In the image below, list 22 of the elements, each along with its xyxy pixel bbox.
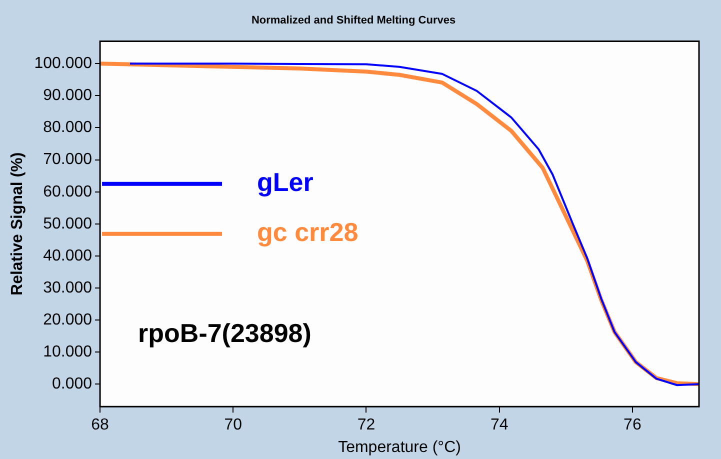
y-tick-label: 0.000 <box>52 376 92 393</box>
x-tick-label: 70 <box>224 416 242 434</box>
x-tick-label: 76 <box>624 416 642 434</box>
y-tick-label: 60.000 <box>43 183 92 200</box>
y-tick-label: 80.000 <box>43 119 92 136</box>
legend-label: gLer <box>257 167 314 198</box>
x-tick-label: 68 <box>91 416 110 434</box>
annotation: rpoB-7(23898) <box>138 318 312 348</box>
x-tick-label: 72 <box>357 416 376 434</box>
y-tick-label: 20.000 <box>43 311 92 328</box>
y-tick-label: 40.000 <box>43 247 92 264</box>
y-tick-label: 90.000 <box>43 87 92 104</box>
y-tick-label: 70.000 <box>43 151 92 168</box>
y-axis-title: Relative Signal (%) <box>9 152 26 296</box>
x-axis-title: Temperature (°C) <box>338 438 461 456</box>
y-tick-label: 50.000 <box>43 215 92 232</box>
y-tick-label: 30.000 <box>43 279 92 296</box>
y-tick-label: 100.000 <box>34 55 92 72</box>
x-tick-label: 74 <box>490 416 508 434</box>
chart-title: Normalized and Shifted Melting Curves <box>251 14 456 27</box>
y-tick-label: 10.000 <box>43 344 92 361</box>
legend-label: gc crr28 <box>257 217 358 248</box>
